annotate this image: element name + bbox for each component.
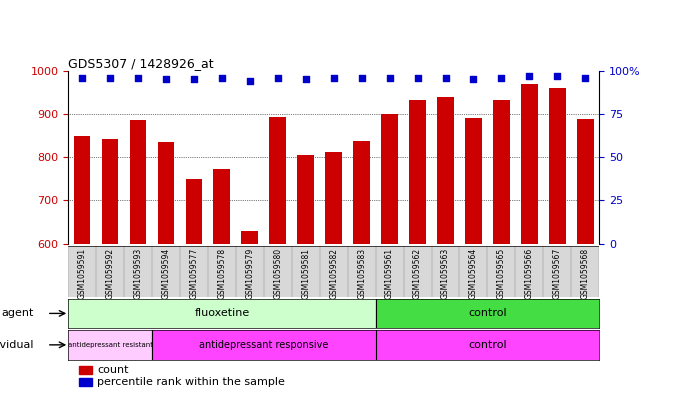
Text: GSM1059568: GSM1059568 [581,248,590,299]
Text: GSM1059592: GSM1059592 [106,248,114,299]
Text: GSM1059581: GSM1059581 [301,248,311,299]
Bar [129,120,146,244]
Bar [577,119,594,244]
Point [77,75,88,81]
Bar [79,365,92,374]
Bar [157,141,174,244]
Text: GSM1059583: GSM1059583 [357,248,366,299]
Bar [79,378,92,386]
Bar [493,100,510,244]
Bar [270,118,286,244]
Text: GSM1059594: GSM1059594 [161,248,170,299]
Text: GSM1059580: GSM1059580 [273,248,283,299]
Bar [74,136,91,244]
Text: antidepressant responsive: antidepressant responsive [199,340,328,350]
Text: GSM1059566: GSM1059566 [525,248,534,299]
Text: GSM1059562: GSM1059562 [413,248,422,299]
Text: agent: agent [1,309,33,318]
Bar [437,97,454,244]
Text: control: control [468,340,507,350]
Point [272,75,283,81]
Bar [101,139,118,244]
Text: GSM1059564: GSM1059564 [469,248,478,299]
Text: GSM1059578: GSM1059578 [217,248,226,299]
Point [496,75,507,81]
Bar [465,118,482,244]
Point [412,75,423,81]
Point [356,75,367,81]
Bar [242,231,258,244]
Point [244,78,255,84]
Point [524,73,535,79]
Text: GSM1059591: GSM1059591 [78,248,86,299]
Text: GSM1059593: GSM1059593 [133,248,142,299]
Text: fluoxetine: fluoxetine [194,309,249,318]
Bar [376,299,599,328]
Point [384,75,395,81]
Bar [68,299,376,328]
Text: GSM1059567: GSM1059567 [553,248,562,299]
Point [189,76,200,83]
Point [217,75,227,81]
Text: GSM1059582: GSM1059582 [329,248,338,299]
Bar [353,141,370,244]
Text: count: count [97,365,129,375]
Text: percentile rank within the sample: percentile rank within the sample [97,377,285,387]
Bar [152,330,376,360]
Bar [549,88,566,244]
Bar [381,114,398,244]
Bar [298,155,314,244]
Point [328,75,339,81]
Point [105,75,116,81]
Text: GSM1059577: GSM1059577 [189,248,198,299]
Text: individual: individual [0,340,33,350]
Text: antidepressant resistant: antidepressant resistant [67,342,153,348]
Text: GSM1059579: GSM1059579 [245,248,254,299]
Bar [521,84,538,244]
Bar [68,330,152,360]
Text: GSM1059565: GSM1059565 [497,248,506,299]
Point [468,76,479,83]
Text: GSM1059563: GSM1059563 [441,248,450,299]
Point [440,75,451,81]
Bar [409,100,426,244]
Point [300,76,311,83]
Bar [185,179,202,244]
Text: GSM1059561: GSM1059561 [385,248,394,299]
Point [161,76,172,83]
Bar [326,152,342,244]
Bar [376,330,599,360]
Point [552,73,563,79]
Text: GDS5307 / 1428926_at: GDS5307 / 1428926_at [68,57,214,70]
Text: control: control [468,309,507,318]
Bar [213,169,230,244]
Point [580,75,590,81]
Point [133,75,144,81]
